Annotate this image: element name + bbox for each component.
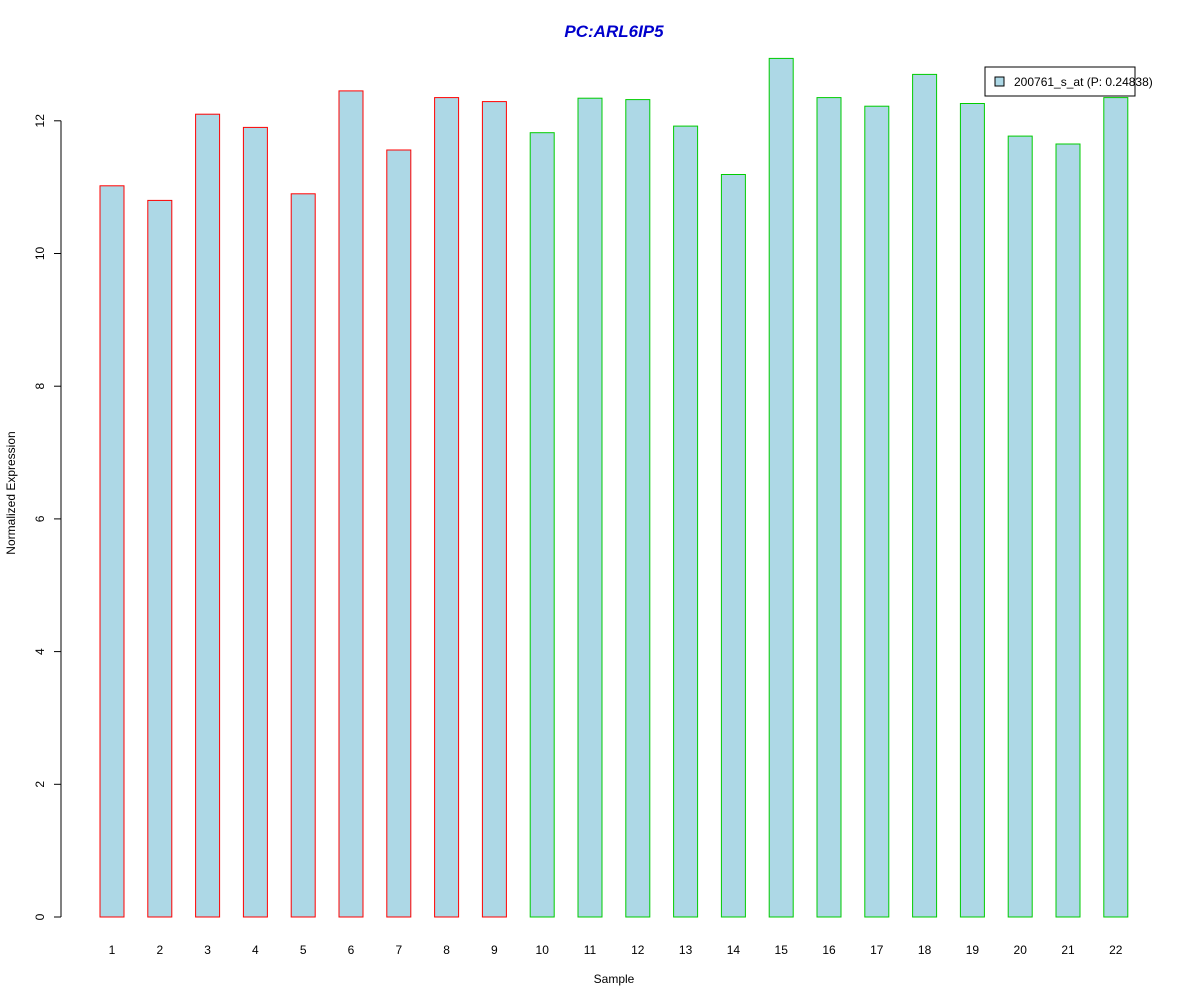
x-tick-label: 1 [109, 943, 116, 957]
x-tick-label: 6 [348, 943, 355, 957]
legend: 200761_s_at (P: 0.24838) [984, 66, 1153, 97]
bars-group [99, 57, 1129, 918]
bar-22 [1103, 97, 1129, 918]
bar-3 [195, 113, 221, 918]
bar-19 [959, 103, 985, 918]
y-tick-label: 8 [33, 383, 47, 390]
y-axis: 0 2 4 6 8 10 12 [33, 114, 62, 920]
x-tick-label: 7 [395, 943, 402, 957]
bar-13 [673, 125, 699, 918]
bar-8 [434, 97, 460, 918]
bar-20 [1007, 135, 1033, 918]
bar-14 [720, 174, 746, 918]
bar-10 [529, 132, 555, 918]
x-tick-label: 11 [584, 943, 597, 957]
bar-5 [290, 193, 316, 918]
x-tick-labels: 1 2 3 4 5 6 7 8 9 10 11 12 13 14 15 16 17 18 19 20 21 22 [109, 943, 1123, 957]
x-tick-label: 5 [300, 943, 307, 957]
x-tick-label: 4 [252, 943, 259, 957]
y-axis-label: Normalized Expression [4, 431, 18, 554]
x-tick-label: 22 [1109, 943, 1123, 957]
y-tick-label: 12 [33, 114, 47, 128]
bar-4 [242, 126, 268, 918]
x-axis-label: Sample [594, 972, 635, 986]
y-tick-label: 0 [33, 913, 47, 920]
x-tick-label: 16 [822, 943, 836, 957]
bar-12 [625, 99, 651, 918]
y-tick-label: 4 [33, 648, 47, 655]
x-tick-label: 13 [679, 943, 693, 957]
x-tick-label: 12 [631, 943, 645, 957]
x-tick-label: 15 [775, 943, 789, 957]
bar-6 [338, 90, 364, 918]
x-tick-label: 8 [443, 943, 450, 957]
y-tick-label: 6 [33, 515, 47, 522]
x-tick-label: 2 [156, 943, 163, 957]
bar-1 [99, 185, 125, 918]
x-tick-label: 17 [870, 943, 884, 957]
bar-16 [816, 97, 842, 918]
bar-9 [481, 101, 507, 918]
y-tick-label: 2 [33, 781, 47, 788]
x-tick-label: 19 [966, 943, 980, 957]
bar-21 [1055, 143, 1081, 918]
x-tick-label: 14 [727, 943, 741, 957]
bar-17 [864, 105, 890, 918]
bar-18 [912, 73, 938, 918]
bar-11 [577, 97, 603, 918]
y-tick-label: 10 [33, 247, 47, 261]
legend-swatch [994, 76, 1005, 87]
x-tick-label: 3 [204, 943, 211, 957]
x-tick-label: 21 [1061, 943, 1075, 957]
x-tick-label: 9 [491, 943, 498, 957]
legend-box [984, 66, 1136, 97]
chart-title: PC:ARL6IP5 [564, 22, 664, 41]
x-tick-label: 10 [536, 943, 550, 957]
bar-7 [386, 149, 412, 918]
bar-15 [768, 57, 794, 918]
x-tick-label: 18 [918, 943, 932, 957]
bar-2 [147, 199, 173, 918]
x-tick-label: 20 [1014, 943, 1028, 957]
legend-label: 200761_s_at (P: 0.24838) [1014, 75, 1153, 89]
